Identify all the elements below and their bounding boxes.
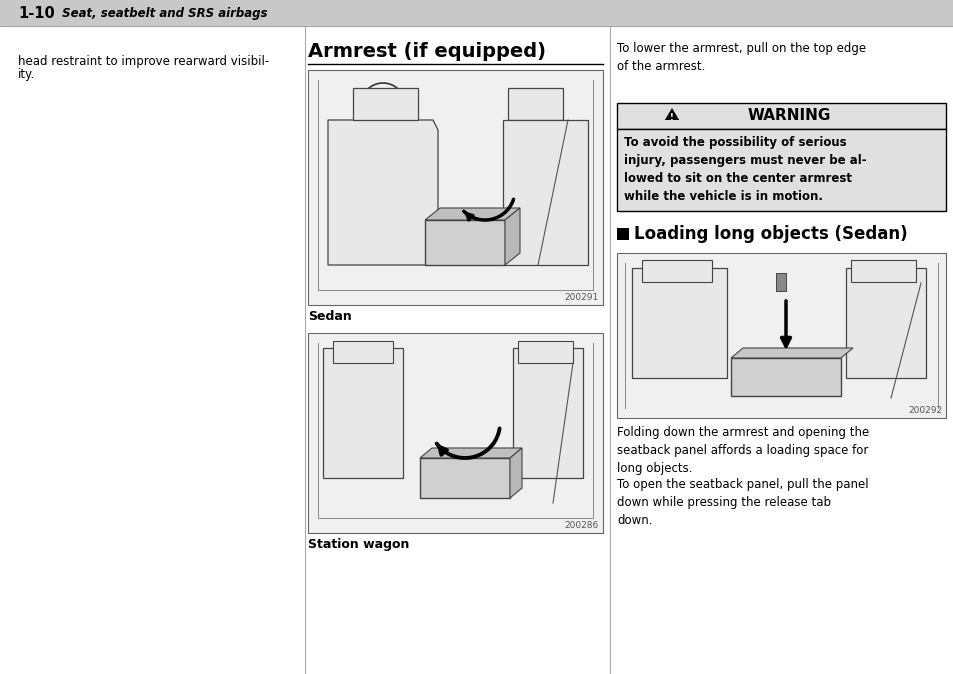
Bar bbox=[333, 341, 393, 363]
Bar bbox=[419, 458, 510, 498]
Bar bbox=[631, 268, 726, 378]
Bar bbox=[617, 253, 945, 418]
Text: !: ! bbox=[669, 113, 673, 121]
Bar bbox=[617, 103, 945, 129]
Bar bbox=[641, 260, 711, 282]
Bar bbox=[617, 129, 945, 211]
Bar bbox=[730, 358, 841, 396]
Text: Seat, seatbelt and SRS airbags: Seat, seatbelt and SRS airbags bbox=[58, 7, 267, 20]
Text: Armrest (if equipped): Armrest (if equipped) bbox=[308, 42, 545, 61]
Bar bbox=[775, 273, 785, 291]
Polygon shape bbox=[328, 120, 437, 265]
Bar bbox=[308, 333, 602, 533]
Bar bbox=[308, 70, 602, 305]
Bar bbox=[517, 341, 573, 363]
Polygon shape bbox=[502, 120, 587, 265]
Bar bbox=[513, 348, 582, 478]
Text: ity.: ity. bbox=[18, 68, 35, 81]
Polygon shape bbox=[730, 348, 852, 358]
Polygon shape bbox=[664, 108, 679, 120]
Bar bbox=[507, 88, 562, 120]
Text: Sedan: Sedan bbox=[308, 310, 352, 323]
Bar bbox=[0, 0, 953, 26]
Polygon shape bbox=[419, 448, 521, 458]
Text: 1-10: 1-10 bbox=[18, 5, 54, 20]
Text: Station wagon: Station wagon bbox=[308, 538, 409, 551]
Text: WARNING: WARNING bbox=[747, 109, 830, 123]
Polygon shape bbox=[510, 448, 521, 498]
Text: To open the seatback panel, pull the panel
down while pressing the release tab
d: To open the seatback panel, pull the pan… bbox=[617, 478, 868, 527]
Text: To avoid the possibility of serious
injury, passengers must never be al-
lowed t: To avoid the possibility of serious inju… bbox=[623, 136, 865, 203]
Text: head restraint to improve rearward visibil-: head restraint to improve rearward visib… bbox=[18, 55, 269, 68]
Polygon shape bbox=[424, 208, 519, 220]
Text: Loading long objects (Sedan): Loading long objects (Sedan) bbox=[634, 225, 906, 243]
Polygon shape bbox=[504, 208, 519, 265]
Bar bbox=[353, 88, 417, 120]
Bar bbox=[323, 348, 402, 478]
Text: Folding down the armrest and opening the
seatback panel affords a loading space : Folding down the armrest and opening the… bbox=[617, 426, 868, 475]
Text: 200291: 200291 bbox=[564, 293, 598, 302]
Bar bbox=[424, 220, 504, 265]
Bar bbox=[617, 228, 628, 240]
Bar bbox=[850, 260, 915, 282]
Text: 200292: 200292 bbox=[907, 406, 941, 415]
Bar bbox=[845, 268, 925, 378]
Text: To lower the armrest, pull on the top edge
of the armrest.: To lower the armrest, pull on the top ed… bbox=[617, 42, 865, 73]
Text: 200286: 200286 bbox=[564, 521, 598, 530]
